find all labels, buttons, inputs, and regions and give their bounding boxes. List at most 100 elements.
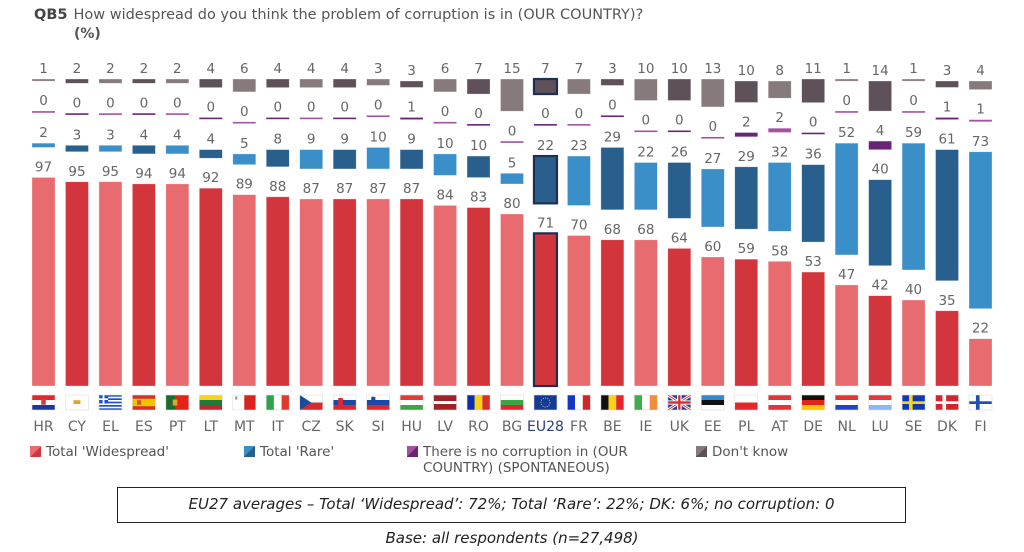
data-label-widespread-ie: 68 bbox=[637, 222, 654, 238]
x-tick-label-it: IT bbox=[271, 419, 284, 435]
bar-rare-eu28 bbox=[532, 154, 559, 205]
bar-dont-know-at bbox=[767, 80, 792, 99]
x-tick-label-hr: HR bbox=[33, 419, 54, 435]
malta-flag-icon bbox=[232, 394, 257, 411]
bar-no-corruption-si bbox=[366, 115, 390, 118]
bar-dont-know-de bbox=[801, 78, 825, 103]
data-label-dont-know-lv: 6 bbox=[441, 61, 450, 77]
bar-no-corruption-mt bbox=[232, 121, 256, 124]
data-label-no-corruption-nl: 0 bbox=[842, 93, 851, 109]
data-label-rare-fi: 73 bbox=[972, 134, 989, 150]
data-label-widespread-fi: 22 bbox=[972, 321, 989, 337]
bar-no-corruption-ie bbox=[634, 130, 658, 133]
x-tick-label-cz: CZ bbox=[302, 419, 321, 435]
bar-widespread-nl bbox=[834, 284, 859, 387]
bar-widespread-mt bbox=[232, 194, 257, 387]
bar-widespread-at bbox=[767, 260, 792, 387]
bar-rare-ro bbox=[466, 155, 491, 178]
legend-label-no-corruption-line1: There is no corruption in (OUR bbox=[423, 444, 628, 460]
data-label-rare-bg: 5 bbox=[508, 155, 517, 171]
data-label-widespread-si: 87 bbox=[370, 181, 387, 197]
data-label-no-corruption-el: 0 bbox=[106, 95, 115, 111]
data-label-no-corruption-hr: 0 bbox=[39, 93, 48, 109]
x-tick-label-lu: LU bbox=[871, 419, 888, 435]
data-label-no-corruption-be: 0 bbox=[608, 97, 617, 113]
bar-widespread-hu bbox=[399, 198, 424, 387]
bar-rare-fi bbox=[968, 151, 993, 309]
data-label-rare-lt: 4 bbox=[207, 132, 216, 148]
bar-rare-it bbox=[265, 149, 290, 168]
stacked-bar-chart: 97201HR95302CY95302EL94402ES94402PT92404… bbox=[31, 61, 993, 435]
data-label-rare-pl: 29 bbox=[738, 149, 755, 165]
bar-widespread-hr bbox=[31, 177, 56, 387]
bar-dont-know-ee bbox=[700, 78, 725, 108]
data-label-no-corruption-lv: 0 bbox=[441, 104, 450, 120]
bar-dont-know-cy bbox=[65, 78, 89, 84]
data-label-widespread-eu28: 71 bbox=[537, 215, 554, 231]
data-label-rare-be: 29 bbox=[604, 129, 621, 145]
austria-flag-icon bbox=[767, 394, 792, 411]
data-label-widespread-dk: 35 bbox=[938, 293, 955, 309]
data-label-rare-ie: 22 bbox=[637, 145, 654, 161]
bar-rare-ee bbox=[700, 168, 725, 228]
data-label-dont-know-hr: 1 bbox=[39, 61, 48, 77]
bar-no-corruption-nl bbox=[835, 111, 859, 113]
data-label-no-corruption-hu: 1 bbox=[407, 99, 416, 115]
netherlands-flag-icon bbox=[834, 394, 859, 411]
x-tick-label-ie: IE bbox=[639, 419, 652, 435]
data-label-widespread-pt: 94 bbox=[169, 166, 186, 182]
bar-dont-know-hu bbox=[399, 80, 424, 88]
data-label-rare-se: 59 bbox=[905, 125, 922, 141]
data-label-widespread-ro: 83 bbox=[470, 190, 487, 206]
greece-flag-icon bbox=[98, 394, 123, 411]
data-label-widespread-se: 40 bbox=[905, 282, 922, 298]
x-tick-label-el: EL bbox=[102, 419, 119, 435]
bar-no-corruption-cy bbox=[65, 113, 89, 115]
data-label-no-corruption-sk: 0 bbox=[340, 100, 349, 116]
bar-rare-nl bbox=[834, 142, 859, 256]
data-label-dont-know-mt: 6 bbox=[240, 61, 249, 77]
bar-dont-know-hr bbox=[31, 78, 56, 82]
data-label-rare-uk: 26 bbox=[671, 145, 688, 161]
bar-widespread-ie bbox=[634, 239, 658, 387]
x-tick-label-be: BE bbox=[603, 419, 621, 435]
data-label-dont-know-fr: 7 bbox=[575, 61, 584, 77]
bar-rare-sk bbox=[332, 149, 357, 170]
bar-dont-know-pl bbox=[734, 80, 759, 103]
bar-dont-know-ie bbox=[634, 78, 658, 101]
bar-no-corruption-el bbox=[98, 113, 122, 115]
sweden-flag-icon bbox=[901, 394, 926, 411]
bar-rare-de bbox=[801, 164, 825, 243]
data-label-rare-nl: 52 bbox=[838, 125, 855, 141]
bar-dont-know-pt bbox=[165, 78, 190, 84]
x-tick-label-lt: LT bbox=[204, 419, 219, 435]
bar-no-corruption-se bbox=[902, 111, 926, 113]
x-tick-label-lv: LV bbox=[437, 419, 453, 435]
belgium-flag-icon bbox=[600, 394, 625, 411]
germany-flag-icon bbox=[801, 394, 825, 411]
hungary-flag-icon bbox=[399, 394, 424, 411]
bar-no-corruption-eu28 bbox=[533, 124, 557, 126]
data-label-no-corruption-se: 0 bbox=[909, 93, 918, 109]
bar-no-corruption-lt bbox=[199, 117, 223, 120]
data-label-dont-know-pl: 10 bbox=[738, 63, 755, 79]
data-label-widespread-de: 53 bbox=[805, 254, 822, 270]
bar-dont-know-se bbox=[901, 78, 926, 82]
x-tick-label-mt: MT bbox=[234, 419, 255, 435]
data-label-no-corruption-si: 0 bbox=[374, 97, 383, 113]
data-label-no-corruption-lu: 4 bbox=[876, 123, 885, 139]
bar-rare-lv bbox=[433, 153, 457, 176]
legend-swatch-widespread bbox=[30, 446, 41, 457]
bar-widespread-cz bbox=[299, 198, 324, 387]
legend-item-no-corruption: There is no corruption in (OUR COUNTRY) … bbox=[407, 444, 628, 476]
eu-flag-icon bbox=[533, 394, 558, 411]
bar-dont-know-lv bbox=[433, 78, 457, 93]
data-label-dont-know-hu: 3 bbox=[407, 63, 416, 79]
bar-widespread-el bbox=[98, 181, 123, 387]
data-label-widespread-lv: 84 bbox=[436, 187, 453, 203]
bar-widespread-uk bbox=[667, 248, 692, 387]
bar-rare-pt bbox=[165, 145, 190, 155]
data-label-widespread-hu: 87 bbox=[403, 181, 420, 197]
bar-dont-know-ro bbox=[466, 78, 491, 95]
cyprus-flag-icon bbox=[65, 394, 89, 411]
